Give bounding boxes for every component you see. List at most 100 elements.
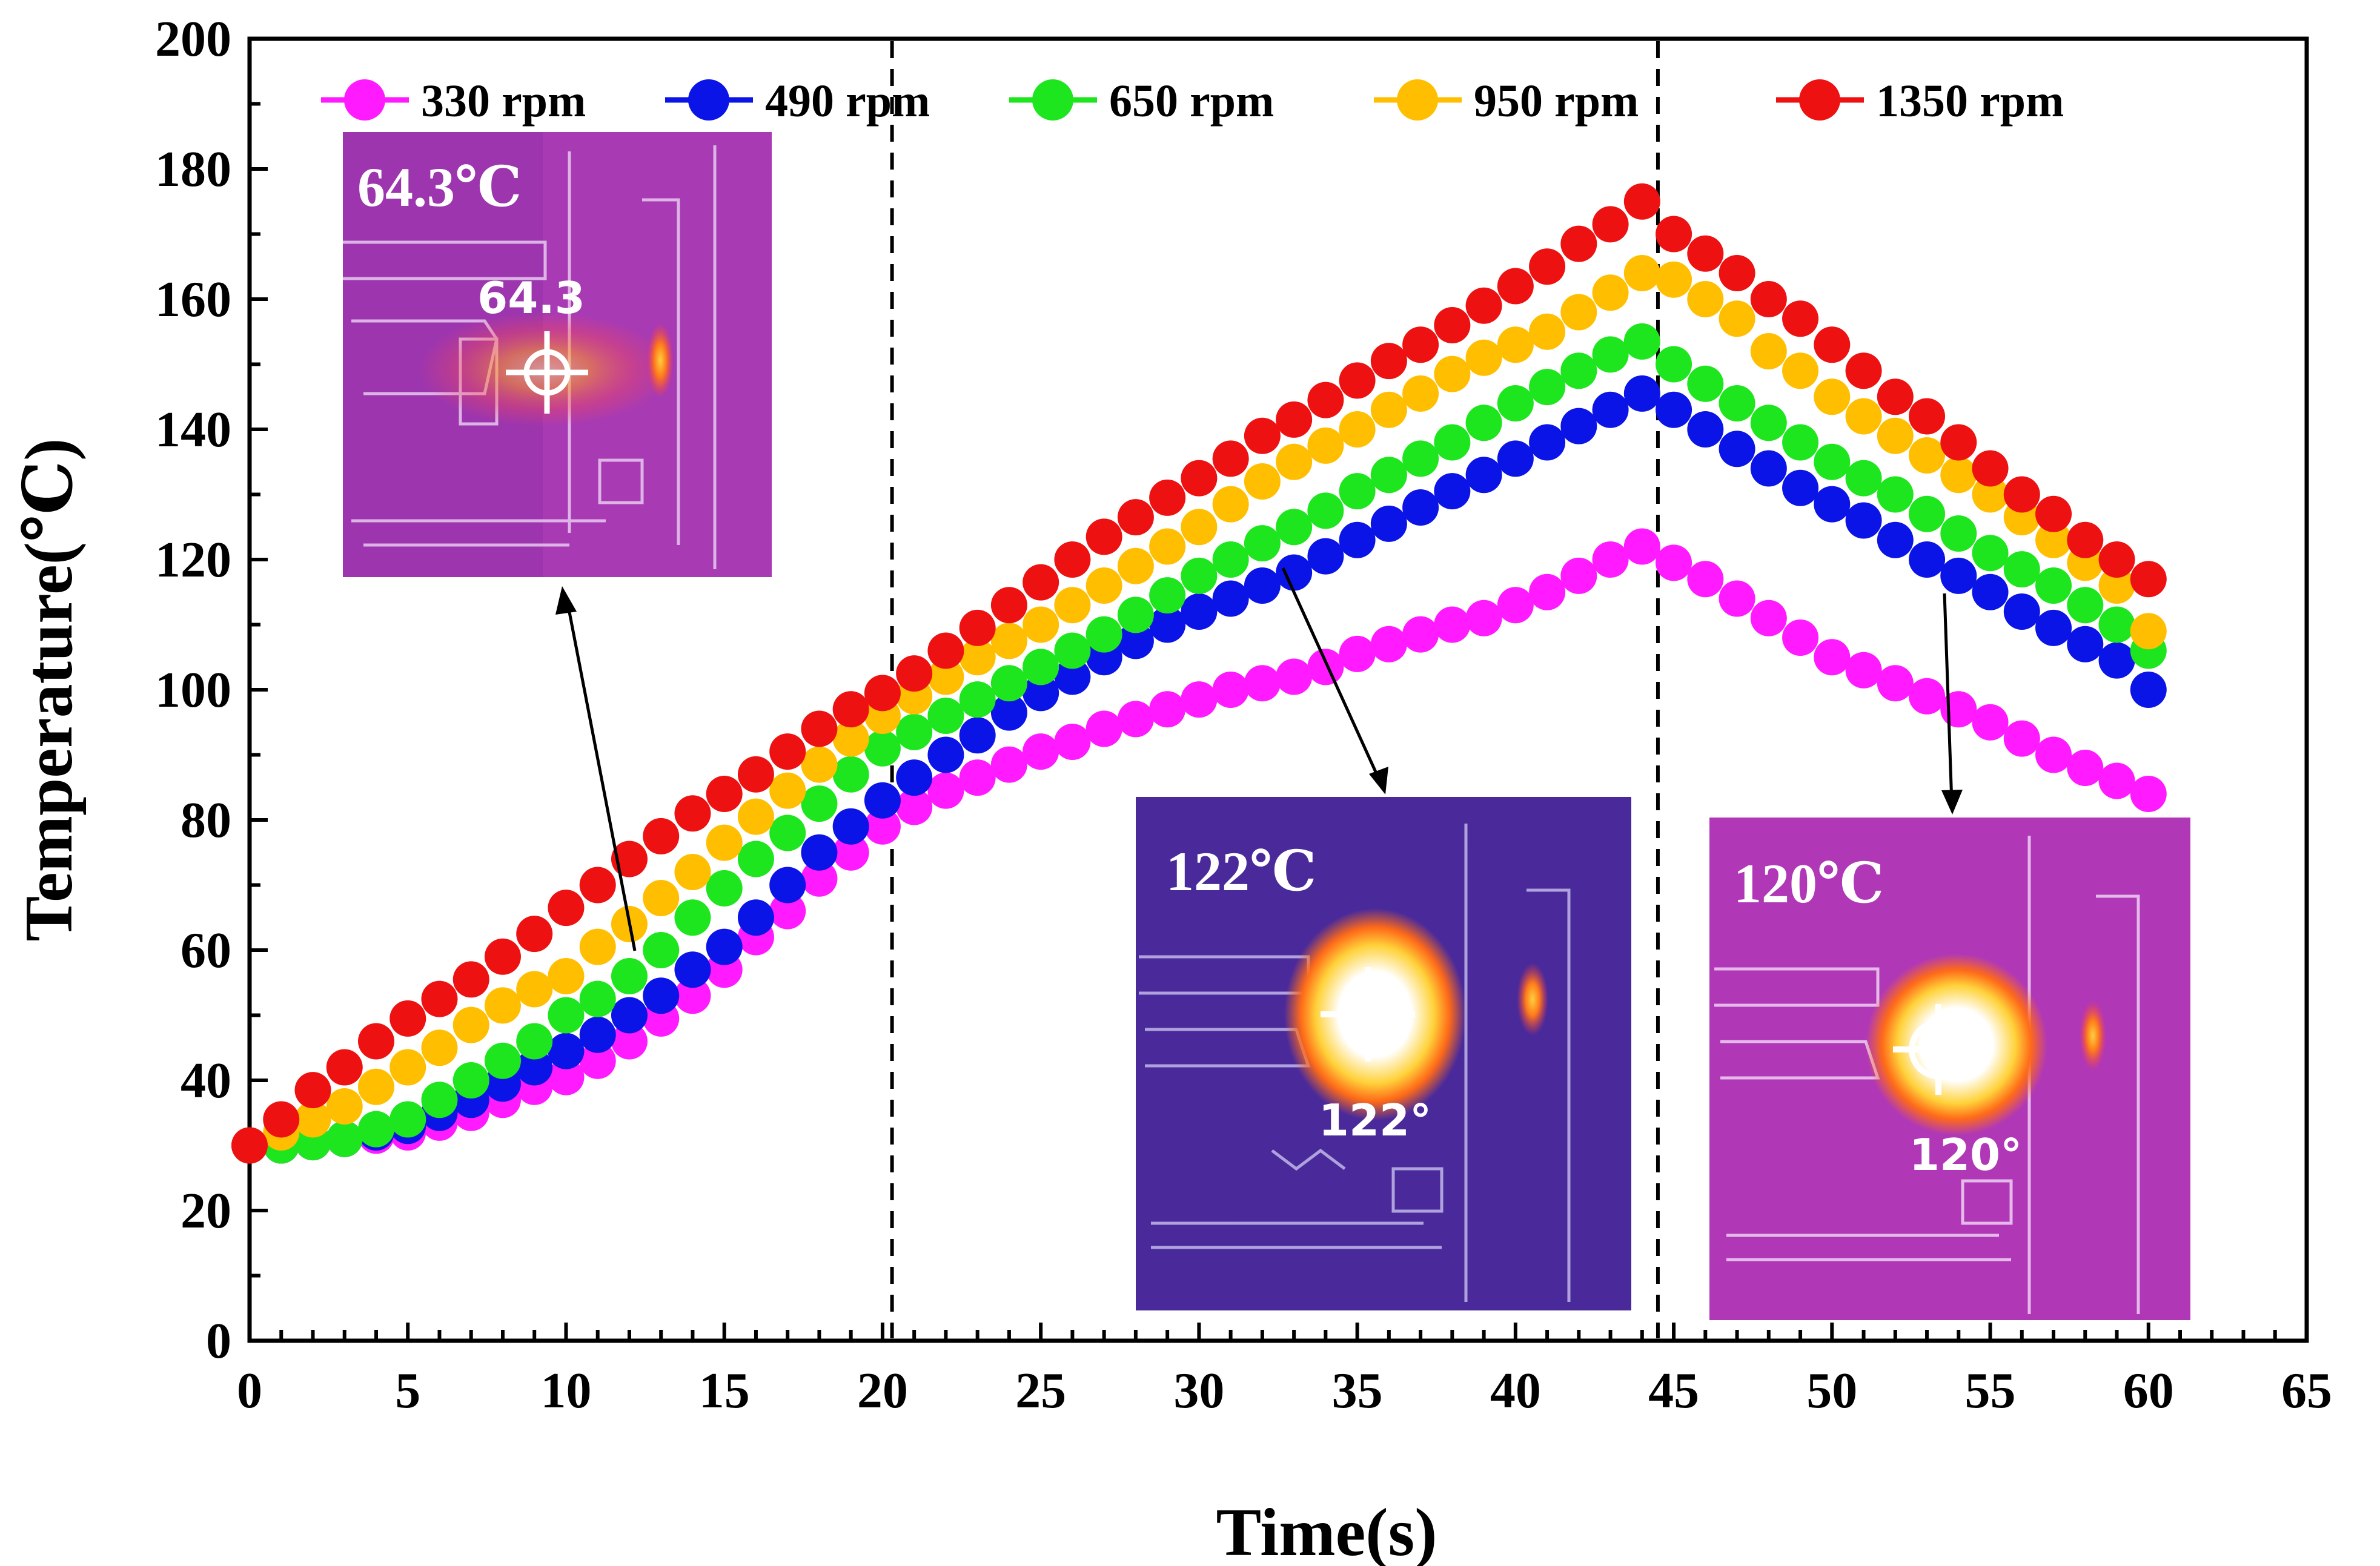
data-point: [1529, 313, 1566, 350]
data-point: [1814, 486, 1851, 523]
data-point: [2003, 593, 2040, 630]
data-point: [1814, 326, 1851, 363]
data-point: [1086, 518, 1122, 555]
data-point: [1307, 649, 1344, 686]
data-point: [1497, 268, 1534, 305]
data-point: [1212, 672, 1249, 708]
data-point: [1687, 281, 1724, 317]
data-point: [1339, 411, 1376, 448]
inset-3-label: 120℃: [1734, 853, 1884, 914]
data-point: [769, 772, 806, 809]
data-point: [1307, 382, 1344, 418]
data-point: [1814, 443, 1851, 480]
data-point: [1623, 528, 1660, 565]
data-point: [1244, 463, 1281, 500]
x-tick-label: 60: [2123, 1363, 2174, 1419]
data-point: [2067, 587, 2104, 624]
data-point: [1877, 665, 1914, 702]
data-point: [1402, 326, 1439, 363]
data-point: [357, 1111, 394, 1148]
x-tick-label: 20: [857, 1363, 908, 1419]
data-point: [452, 961, 489, 998]
data-point: [484, 987, 521, 1024]
data-point: [1592, 206, 1629, 243]
data-point: [579, 980, 616, 1017]
data-point: [1149, 528, 1186, 565]
data-point: [1592, 274, 1629, 311]
data-point: [832, 756, 869, 793]
data-point: [2035, 609, 2072, 646]
data-point: [990, 694, 1027, 731]
data-point: [896, 788, 933, 825]
data-point: [421, 1029, 458, 1066]
data-point: [1181, 557, 1218, 594]
data-point: [548, 1032, 585, 1069]
y-tick-label: 200: [155, 11, 231, 67]
data-point: [357, 1023, 394, 1060]
data-point: [1909, 495, 1946, 532]
legend-marker: [1397, 79, 1438, 121]
data-point: [832, 808, 869, 845]
data-point: [1497, 326, 1534, 363]
legend-label: 1350 rpm: [1876, 76, 2064, 127]
data-point: [1560, 225, 1597, 262]
data-point: [1877, 476, 1914, 513]
data-point: [516, 916, 553, 953]
data-point: [706, 928, 743, 965]
series-650-rpm: [231, 323, 2167, 1164]
data-point: [674, 795, 711, 832]
x-tick-label: 35: [1332, 1363, 1383, 1419]
data-point: [611, 997, 648, 1034]
data-point: [864, 730, 901, 767]
data-point: [674, 977, 711, 1014]
data-point: [1845, 652, 1882, 689]
data-point: [674, 899, 711, 936]
data-point: [1719, 431, 1755, 467]
legend-item: 650 rpm: [1009, 76, 1274, 127]
data-point: [864, 782, 901, 819]
data-point: [1940, 557, 1977, 594]
data-point: [1212, 486, 1249, 523]
data-point: [959, 759, 996, 796]
data-point: [1877, 378, 1914, 415]
x-axis-ticks: 0 5 10 15 20 25 30 35 40 45 50 55 60 65: [237, 1323, 2332, 1419]
data-point: [1181, 681, 1218, 718]
data-point: [1719, 580, 1755, 617]
data-point: [1782, 352, 1819, 389]
data-point: [548, 890, 585, 927]
data-point: [769, 733, 806, 770]
data-point: [737, 841, 774, 877]
data-point: [1972, 535, 2009, 572]
data-point: [1845, 502, 1882, 539]
y-tick-label: 100: [155, 662, 231, 718]
data-point: [1434, 606, 1471, 643]
data-point: [452, 1006, 489, 1043]
data-point: [2098, 762, 2135, 799]
data-point: [1750, 333, 1787, 369]
data-point: [1656, 261, 1692, 298]
data-point: [1750, 600, 1787, 636]
data-point: [1623, 255, 1660, 291]
data-point: [1244, 525, 1281, 562]
data-point: [896, 759, 933, 796]
data-point: [1244, 417, 1281, 454]
data-point: [1402, 375, 1439, 412]
x-tick-label: 25: [1015, 1363, 1066, 1419]
data-point: [548, 1059, 585, 1095]
data-point: [1623, 323, 1660, 360]
data-point: [611, 1023, 648, 1060]
thermal-inset-2: 122° 122℃: [1136, 797, 1631, 1310]
data-point: [1339, 521, 1376, 558]
data-point: [801, 834, 838, 871]
data-point: [1244, 567, 1281, 604]
data-point: [864, 808, 901, 845]
data-point: [1402, 616, 1439, 653]
data-point: [1434, 424, 1471, 461]
data-point: [706, 776, 743, 812]
data-point: [1560, 352, 1597, 389]
data-point: [801, 860, 838, 897]
y-axis-title: Temperature(℃): [12, 438, 87, 942]
data-point: [674, 951, 711, 988]
data-point: [1687, 561, 1724, 598]
data-point: [1656, 346, 1692, 383]
